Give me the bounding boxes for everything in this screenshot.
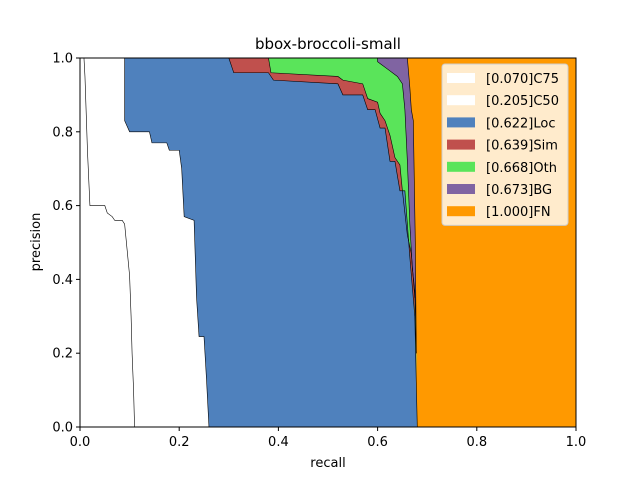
legend-swatch	[447, 73, 475, 83]
legend-swatch	[447, 206, 475, 217]
legend-swatch	[447, 139, 475, 150]
legend-swatch	[447, 161, 475, 172]
y-axis-label: precision	[29, 213, 44, 272]
boundary--0-070-c75	[80, 57, 135, 428]
x-tick-label: 0.0	[70, 435, 91, 450]
x-tick-label: 0.2	[169, 435, 190, 450]
x-tick-label: 0.8	[466, 435, 487, 450]
boundary-lines	[80, 57, 418, 428]
y-tick-label: 1.0	[52, 52, 73, 67]
y-tick-label: 0.6	[52, 199, 73, 214]
legend-label: [0.668]Oth	[486, 161, 557, 176]
legend-swatch	[447, 184, 475, 194]
legend-label: [0.070]C75	[486, 72, 559, 87]
area--0-070-c75	[80, 58, 135, 427]
legend-swatch	[447, 95, 475, 106]
boundary--0-622-loc	[228, 57, 418, 428]
boundary--0-673-bg	[407, 57, 417, 354]
legend: [0.070]C75 [0.205]C50 [0.622]Loc [0.639]Sim…	[441, 63, 569, 226]
x-axis-ticks: 0.0 0.2 0.4 0.6 0.8 1.0	[70, 427, 587, 450]
legend-label: [0.622]Loc	[486, 116, 555, 131]
plot-frame	[79, 57, 577, 428]
legend-label: [0.673]BG	[486, 183, 552, 198]
y-tick-label: 0.4	[52, 273, 73, 288]
y-tick-label: 0.8	[52, 125, 73, 140]
y-tick-label: 0.0	[52, 421, 73, 436]
y-axis-ticks: 0.0 0.2 0.4 0.6 0.8 1.0	[52, 52, 80, 436]
legend-swatch	[447, 117, 475, 128]
legend-label: [0.205]C50	[486, 94, 559, 109]
x-tick-label: 1.0	[566, 435, 587, 450]
legend-label: [0.639]Sim	[486, 139, 558, 154]
chart-title: bbox-broccoli-small	[255, 35, 401, 53]
x-tick-label: 0.6	[367, 435, 388, 450]
boundary--0-639-sim	[268, 57, 416, 298]
x-tick-label: 0.4	[268, 435, 289, 450]
y-tick-label: 0.2	[52, 347, 73, 362]
x-axis-label: recall	[310, 456, 345, 471]
legend-label: [1.000]FN	[486, 205, 551, 220]
boundary--0-205-c50	[124, 58, 210, 428]
